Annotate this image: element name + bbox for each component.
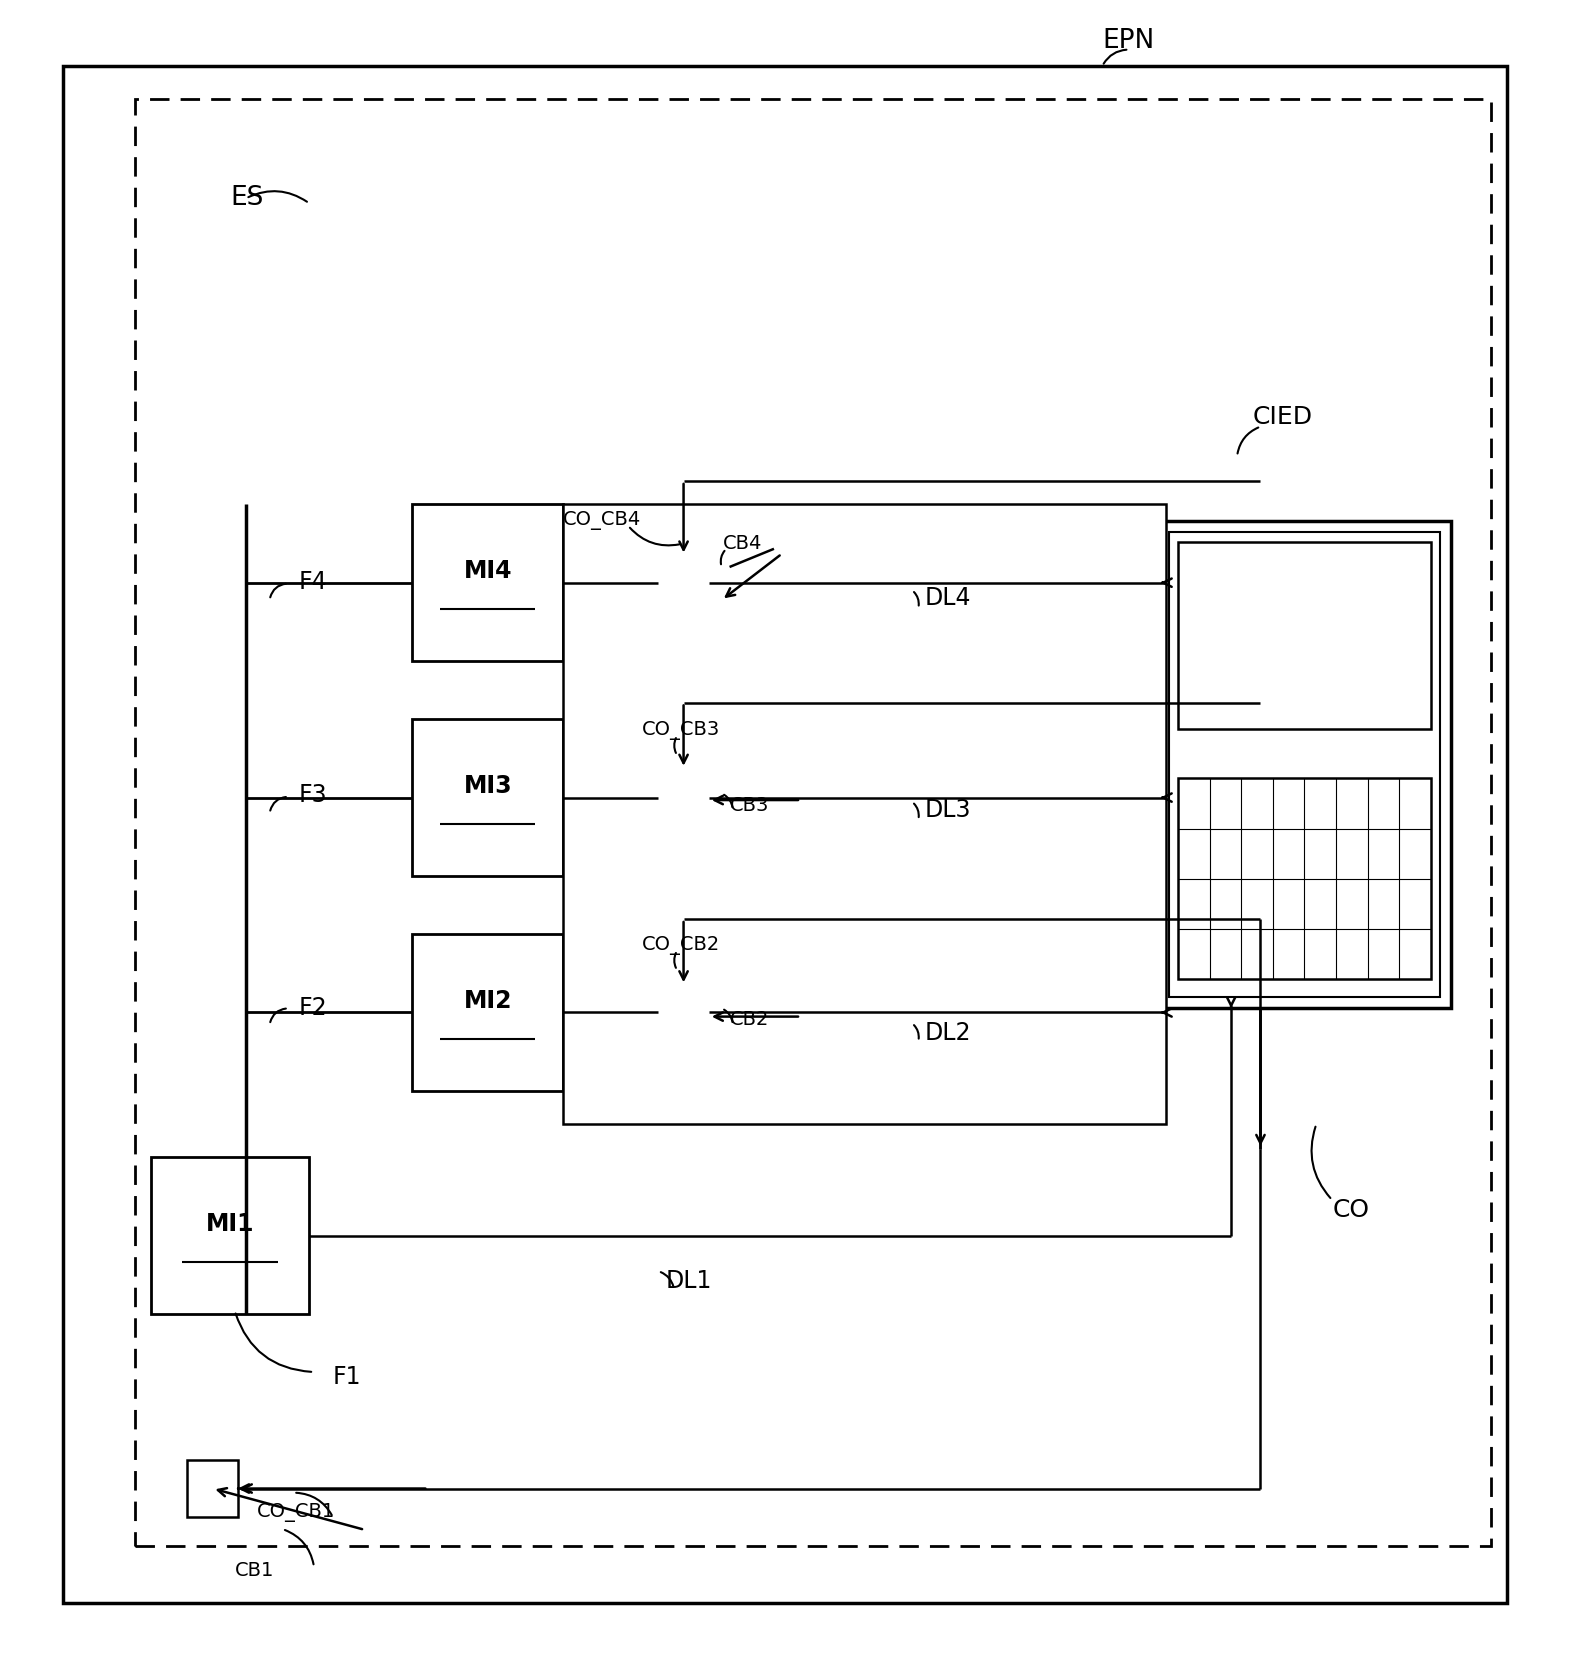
Text: MI4: MI4 [463, 559, 512, 584]
Text: CB4: CB4 [723, 534, 763, 554]
Text: CO_CB2: CO_CB2 [642, 936, 720, 955]
FancyBboxPatch shape [412, 504, 563, 661]
Text: CO_CB1: CO_CB1 [257, 1503, 335, 1522]
FancyBboxPatch shape [1158, 521, 1451, 1008]
Text: F2: F2 [298, 997, 327, 1020]
Text: EPN: EPN [1102, 28, 1155, 55]
Text: CO_CB4: CO_CB4 [563, 511, 641, 531]
Text: MI1: MI1 [206, 1212, 254, 1236]
Text: MI2: MI2 [463, 988, 512, 1013]
FancyBboxPatch shape [63, 66, 1507, 1603]
FancyBboxPatch shape [151, 1157, 309, 1314]
FancyBboxPatch shape [658, 769, 709, 831]
FancyBboxPatch shape [1178, 779, 1431, 979]
Text: CIED: CIED [1253, 405, 1313, 428]
Text: DL3: DL3 [925, 798, 971, 822]
Text: CB2: CB2 [730, 1010, 769, 1030]
Text: MI3: MI3 [463, 774, 512, 798]
FancyBboxPatch shape [1169, 532, 1440, 997]
FancyBboxPatch shape [658, 985, 709, 1048]
FancyBboxPatch shape [412, 719, 563, 876]
FancyBboxPatch shape [412, 934, 563, 1091]
FancyBboxPatch shape [563, 504, 1166, 1124]
Text: F1: F1 [333, 1365, 362, 1389]
Text: ES: ES [230, 185, 263, 212]
Text: DL4: DL4 [925, 587, 971, 610]
FancyBboxPatch shape [1178, 542, 1431, 729]
Text: DL2: DL2 [925, 1022, 971, 1045]
Text: CO: CO [1332, 1198, 1369, 1222]
Text: F4: F4 [298, 570, 327, 593]
Text: DL1: DL1 [666, 1270, 712, 1293]
FancyBboxPatch shape [658, 555, 709, 618]
FancyBboxPatch shape [187, 1460, 238, 1517]
Text: CO_CB3: CO_CB3 [642, 721, 720, 741]
Text: F3: F3 [298, 784, 327, 807]
Text: CB1: CB1 [235, 1560, 274, 1580]
Text: CB3: CB3 [730, 795, 769, 815]
